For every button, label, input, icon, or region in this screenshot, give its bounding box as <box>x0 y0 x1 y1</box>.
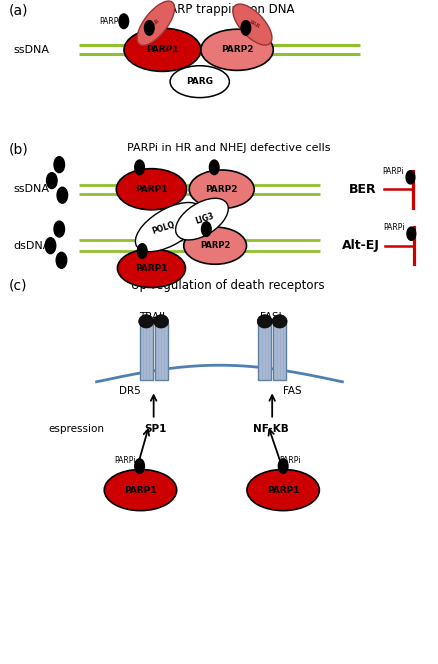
Circle shape <box>57 187 67 203</box>
Circle shape <box>134 160 144 175</box>
Circle shape <box>405 171 414 184</box>
FancyBboxPatch shape <box>272 323 286 380</box>
Text: NF-KB: NF-KB <box>253 424 289 434</box>
Text: Alt-EJ: Alt-EJ <box>342 239 379 252</box>
Text: (c): (c) <box>9 279 27 293</box>
Circle shape <box>56 252 67 268</box>
Text: ssDNA: ssDNA <box>13 44 49 55</box>
Circle shape <box>45 238 56 254</box>
Ellipse shape <box>201 29 272 70</box>
Ellipse shape <box>170 66 229 98</box>
Text: BER: BER <box>348 183 376 196</box>
Text: FAS: FAS <box>282 386 300 396</box>
Ellipse shape <box>272 315 286 328</box>
Text: PARPi: PARPi <box>114 456 135 465</box>
Text: (a): (a) <box>9 3 28 17</box>
Ellipse shape <box>137 1 174 45</box>
Text: ssDNA: ssDNA <box>13 184 49 195</box>
Ellipse shape <box>246 469 318 511</box>
Text: PARPi in HR and NHEJ defective cells: PARPi in HR and NHEJ defective cells <box>126 143 329 153</box>
Circle shape <box>46 173 57 189</box>
Text: PARPi: PARPi <box>279 456 300 465</box>
Text: DR5: DR5 <box>118 386 140 396</box>
Text: PARP1: PARP1 <box>146 45 178 54</box>
Text: PARPi: PARPi <box>99 17 120 26</box>
Circle shape <box>144 21 154 35</box>
Ellipse shape <box>153 315 168 328</box>
Ellipse shape <box>135 203 202 252</box>
Text: PARP2: PARP2 <box>205 185 237 194</box>
Text: PARP trapping on DNA: PARP trapping on DNA <box>162 3 293 17</box>
Text: PARP2: PARP2 <box>199 241 230 250</box>
Ellipse shape <box>257 315 272 328</box>
Circle shape <box>119 14 128 29</box>
Text: PARPi: PARPi <box>381 167 403 176</box>
Text: PAR: PAR <box>247 19 259 30</box>
Circle shape <box>137 244 147 258</box>
FancyBboxPatch shape <box>154 323 167 380</box>
Ellipse shape <box>117 249 185 288</box>
Ellipse shape <box>138 315 153 328</box>
Ellipse shape <box>104 469 176 511</box>
Ellipse shape <box>189 170 254 208</box>
Text: PARP1: PARP1 <box>135 185 167 194</box>
Text: PARP2: PARP2 <box>220 45 253 54</box>
Circle shape <box>240 21 250 35</box>
Circle shape <box>201 222 211 236</box>
Circle shape <box>54 157 64 173</box>
Ellipse shape <box>116 169 186 210</box>
Text: PARP1: PARP1 <box>266 485 299 495</box>
Circle shape <box>406 227 415 240</box>
Text: POLQ: POLQ <box>151 220 176 236</box>
Text: PARP1: PARP1 <box>124 485 156 495</box>
Text: dsDNA: dsDNA <box>13 240 50 251</box>
Text: espression: espression <box>49 424 105 434</box>
FancyBboxPatch shape <box>258 323 271 380</box>
Ellipse shape <box>232 4 272 45</box>
Text: PARP1: PARP1 <box>135 264 167 273</box>
Text: SP1: SP1 <box>145 424 166 434</box>
Circle shape <box>278 459 287 473</box>
Text: Up-regulation of death receptors: Up-regulation of death receptors <box>131 279 325 292</box>
Ellipse shape <box>124 28 201 71</box>
Text: LIG3: LIG3 <box>193 211 214 226</box>
Ellipse shape <box>183 227 246 264</box>
Circle shape <box>134 459 144 473</box>
Text: PARG: PARG <box>186 77 213 86</box>
Text: TRAIL: TRAIL <box>139 312 168 322</box>
Circle shape <box>209 160 219 175</box>
Ellipse shape <box>175 199 228 240</box>
Text: PAR: PAR <box>148 18 160 29</box>
Text: FASL: FASL <box>259 312 284 322</box>
Circle shape <box>54 221 64 237</box>
Text: (b): (b) <box>9 143 28 157</box>
FancyBboxPatch shape <box>139 323 152 380</box>
Text: PARPi: PARPi <box>382 223 403 232</box>
